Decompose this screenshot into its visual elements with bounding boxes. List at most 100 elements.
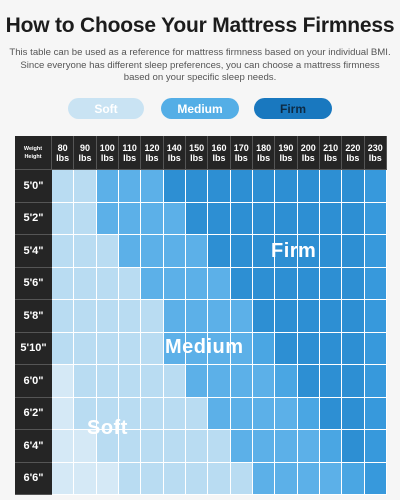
firmness-cell bbox=[208, 332, 231, 365]
firmness-cell bbox=[364, 397, 387, 430]
firmness-cell bbox=[208, 267, 231, 300]
firmness-cell bbox=[141, 267, 164, 300]
firmness-cell bbox=[74, 267, 97, 300]
weight-header: 90 lbs bbox=[74, 136, 97, 170]
firmness-cell bbox=[319, 462, 343, 495]
firmness-cell bbox=[118, 170, 142, 203]
weight-value: 160 bbox=[211, 142, 227, 153]
firmness-cell bbox=[163, 235, 186, 268]
firmness-cell bbox=[74, 170, 97, 203]
weight-unit: lbs bbox=[145, 152, 159, 163]
page-title: How to Choose Your Mattress Firmness bbox=[5, 14, 395, 37]
firmness-cell bbox=[364, 267, 387, 300]
firmness-cell bbox=[275, 202, 298, 235]
firmness-cell bbox=[342, 430, 365, 463]
height-row-header: 6'0" bbox=[15, 365, 52, 398]
firmness-cell bbox=[118, 267, 142, 300]
firmness-cell bbox=[141, 170, 164, 203]
firmness-cell bbox=[252, 300, 276, 333]
firmness-cell bbox=[163, 397, 186, 430]
firmness-cell bbox=[275, 267, 298, 300]
firmness-cell bbox=[52, 365, 75, 398]
firmness-cell bbox=[342, 267, 365, 300]
firmness-cell bbox=[230, 462, 253, 495]
firmness-cell bbox=[342, 365, 365, 398]
firmness-cell bbox=[319, 365, 343, 398]
height-row-header: 6'6" bbox=[15, 462, 52, 495]
firmness-cell bbox=[252, 235, 276, 268]
firmness-cell bbox=[74, 202, 97, 235]
firmness-cell bbox=[364, 365, 387, 398]
firmness-cell bbox=[319, 397, 343, 430]
firmness-cell bbox=[74, 462, 97, 495]
firmness-cell bbox=[185, 332, 209, 365]
weight-value: 190 bbox=[278, 142, 294, 153]
firmness-cell bbox=[74, 430, 97, 463]
firmness-cell bbox=[275, 170, 298, 203]
firmness-cell bbox=[230, 300, 253, 333]
firmness-cell bbox=[230, 430, 253, 463]
firmness-cell bbox=[163, 170, 186, 203]
weight-unit: lbs bbox=[368, 152, 382, 163]
firmness-cell bbox=[118, 300, 142, 333]
firmness-cell bbox=[52, 332, 75, 365]
firmness-cell bbox=[96, 365, 119, 398]
firmness-cell bbox=[74, 300, 97, 333]
firmness-cell bbox=[96, 300, 119, 333]
firmness-cell bbox=[163, 365, 186, 398]
firmness-cell bbox=[297, 202, 320, 235]
firmness-cell bbox=[275, 235, 298, 268]
firmness-cell bbox=[319, 235, 343, 268]
firmness-cell bbox=[96, 332, 119, 365]
firmness-cell bbox=[96, 430, 119, 463]
firmness-cell bbox=[364, 300, 387, 333]
firmness-cell bbox=[319, 430, 343, 463]
firmness-cell bbox=[185, 430, 209, 463]
firmness-cell bbox=[163, 267, 186, 300]
firmness-cell bbox=[230, 365, 253, 398]
firmness-cell bbox=[208, 202, 231, 235]
firmness-cell bbox=[52, 170, 75, 203]
weight-header: 190 lbs bbox=[275, 136, 298, 170]
firmness-cell bbox=[252, 365, 276, 398]
weight-header: 120 lbs bbox=[141, 136, 164, 170]
firmness-cell bbox=[52, 235, 75, 268]
weight-value: 120 bbox=[144, 142, 160, 153]
firmness-cell bbox=[96, 235, 119, 268]
firmness-cell bbox=[230, 202, 253, 235]
weight-header: 160 lbs bbox=[208, 136, 231, 170]
height-row-header: 5'2" bbox=[15, 202, 52, 235]
weight-value: 200 bbox=[300, 142, 316, 153]
weight-header: 110 lbs bbox=[118, 136, 142, 170]
firmness-cell bbox=[141, 235, 164, 268]
firmness-cell bbox=[96, 462, 119, 495]
firmness-cell bbox=[230, 397, 253, 430]
weight-unit: lbs bbox=[346, 152, 360, 163]
firmness-cell bbox=[297, 430, 320, 463]
weight-value: 170 bbox=[233, 142, 249, 153]
firmness-cell bbox=[185, 365, 209, 398]
weight-value: 210 bbox=[323, 142, 339, 153]
weight-value: 140 bbox=[166, 142, 182, 153]
height-row-header: 5'4" bbox=[15, 235, 52, 268]
firmness-cell bbox=[163, 430, 186, 463]
firmness-cell bbox=[74, 365, 97, 398]
firmness-legend: Soft Medium Firm bbox=[0, 98, 400, 120]
firmness-cell bbox=[364, 430, 387, 463]
firmness-cell bbox=[185, 235, 209, 268]
height-row-header: 6'2" bbox=[15, 397, 52, 430]
firmness-cell bbox=[275, 332, 298, 365]
firmness-cell bbox=[163, 202, 186, 235]
firmness-cell bbox=[118, 365, 142, 398]
firmness-cell bbox=[52, 397, 75, 430]
firmness-cell bbox=[275, 365, 298, 398]
height-row-header: 5'10" bbox=[15, 332, 52, 365]
weight-value: 150 bbox=[189, 142, 205, 153]
firmness-cell bbox=[52, 202, 75, 235]
firmness-cell bbox=[52, 267, 75, 300]
firmness-cell bbox=[252, 267, 276, 300]
firmness-table: Weight Height 80 lbs 90 lbs 100 lbs 110 lbs 120 lbs… bbox=[15, 136, 387, 495]
firmness-cell bbox=[185, 462, 209, 495]
firmness-cell bbox=[275, 397, 298, 430]
firmness-cell bbox=[342, 170, 365, 203]
